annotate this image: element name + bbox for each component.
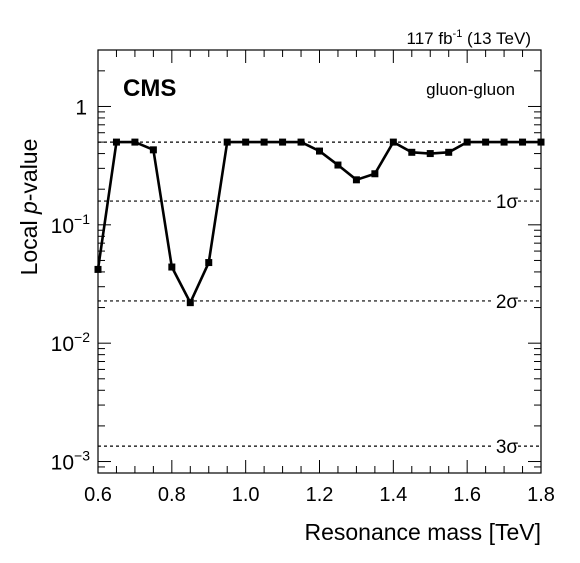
data-point-marker [260,138,268,146]
data-point-marker [223,138,231,146]
y-tick-label-exponent: −2 [74,329,90,345]
x-tick-label: 0.8 [158,484,186,506]
luminosity-label: 117 fb-1 (13 TeV) [407,28,531,48]
x-tick-label: 1.4 [379,484,407,506]
data-point-marker [408,148,416,156]
y-tick-label: 1 [75,96,87,119]
x-tick-label: 1.6 [453,484,481,506]
data-point-marker [297,138,305,146]
y-axis-title-italic: p [16,201,42,215]
data-point-marker [371,170,379,178]
channel-label: gluon-gluon [426,80,515,99]
sigma-label: 2σ [496,292,519,313]
data-point-marker [519,138,527,146]
data-point-marker [316,147,323,155]
y-tick-label-base: 10 [51,333,74,356]
data-series [94,138,545,307]
data-point-marker [334,161,342,169]
x-axis-ticks: 0.6 0.8 1.0 1.2 1.4 1.6 1.8 [84,50,555,506]
data-point-marker [242,138,250,146]
y-tick-label: 10−3 [51,448,91,475]
y-axis-title: Local p-value [16,139,42,276]
x-tick-label: 0.6 [84,484,112,506]
data-point-marker [463,138,471,146]
data-point-marker [482,138,490,146]
experiment-label: CMS [123,75,176,102]
series-line [96,140,541,304]
data-point-marker [94,265,102,273]
data-point-marker [426,150,434,158]
y-tick-label-base: 10 [51,452,74,475]
significance-reference-lines: 1σ 2σ 3σ [98,141,541,458]
data-point-marker [500,138,508,146]
data-point-marker [131,138,139,146]
data-point-marker [279,138,287,146]
data-point-marker [205,259,213,267]
luminosity-exponent: -1 [453,28,463,40]
y-tick-label-exponent: −3 [74,448,90,464]
data-point-marker [445,148,453,156]
y-axis-title-suffix: -value [16,139,42,202]
y-tick-label-base: 10 [51,215,74,238]
x-axis-title: Resonance mass [TeV] [304,519,541,545]
y-axis-title-prefix: Local [16,214,42,275]
x-tick-label: 1.2 [306,484,334,506]
plot-frame [97,49,542,474]
y-axis-ticks: 110−110−210−3 [51,49,541,475]
data-point-marker [112,138,120,146]
data-point-marker [352,176,360,184]
luminosity-value: 117 fb [407,29,453,48]
data-point-marker [389,138,397,146]
sigma-label: 3σ [496,437,519,458]
data-point-marker [149,146,157,154]
sigma-label: 1σ [496,192,519,213]
x-tick-label: 1.8 [527,484,555,506]
y-tick-label: 10−2 [51,329,91,356]
data-point-marker [186,299,194,307]
data-point-marker [168,263,176,271]
x-tick-label: 1.0 [232,484,260,506]
data-point-marker [537,138,545,146]
y-tick-label-exponent: −1 [74,211,90,227]
luminosity-energy: (13 TeV) [462,29,531,48]
y-tick-label: 10−1 [51,211,91,238]
